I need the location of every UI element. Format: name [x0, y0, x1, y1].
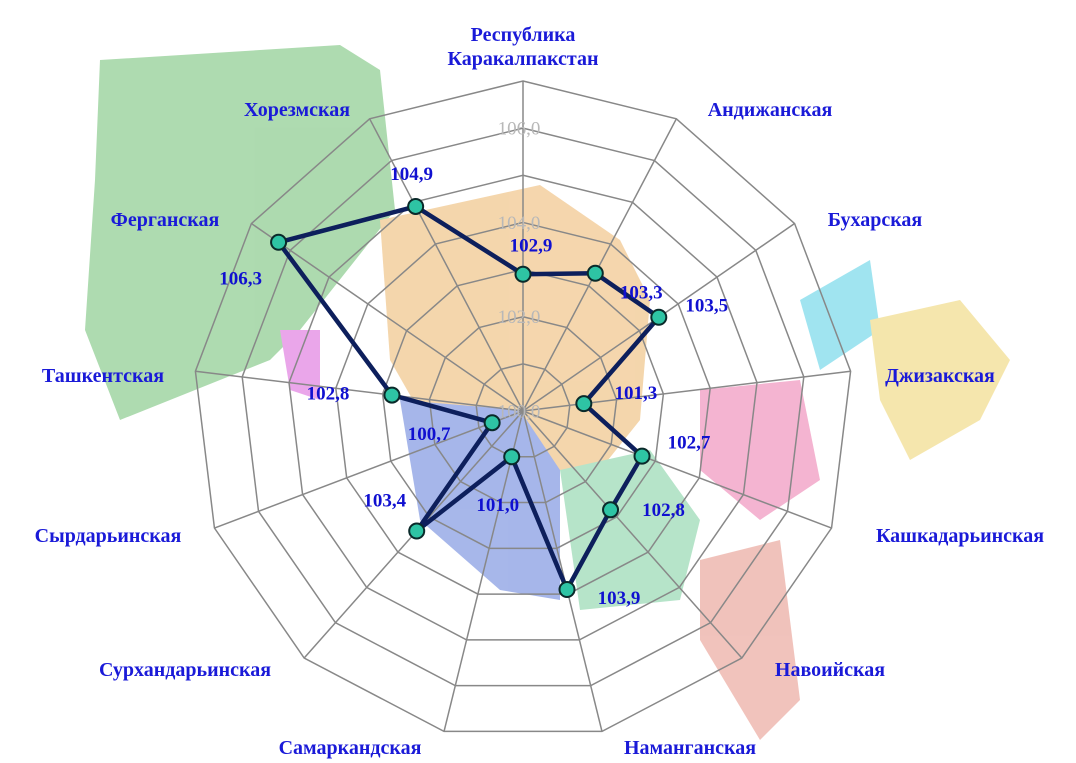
data-label: 101,3	[614, 383, 657, 404]
category-label: Навоийская	[774, 659, 886, 681]
spoke	[522, 118, 678, 412]
category-label: Кашкадарьинская	[875, 525, 1045, 547]
grid-ring	[288, 174, 758, 641]
data-label: 106,3	[219, 269, 262, 290]
data-point	[514, 265, 532, 283]
data-point	[383, 386, 401, 404]
r-tick-label: 106,0	[498, 119, 541, 140]
data-label: 103,4	[363, 490, 406, 511]
data-label: 104,9	[390, 164, 433, 185]
grid-ring	[194, 80, 852, 733]
grid-ring	[428, 315, 618, 504]
category-label: Джизакская	[885, 365, 995, 387]
plot: 102,9 103,3 103,5 101,3 102,7 102,8 103,9 101,0…	[219, 164, 728, 609]
data-point	[575, 395, 593, 413]
category-label: Наманганская	[623, 737, 757, 759]
data-point	[558, 581, 576, 599]
data-label: 102,8	[642, 500, 685, 521]
data-label: 100,7	[408, 424, 451, 445]
data-label: 103,9	[598, 588, 641, 609]
data-point	[602, 501, 620, 519]
series-line	[276, 204, 662, 592]
category-label: Сурхандарьинская	[98, 659, 272, 681]
background-map	[85, 45, 1010, 740]
grid-ring	[381, 268, 665, 550]
spoke	[522, 410, 743, 659]
data-point	[408, 522, 426, 540]
category-label: Андижанская	[707, 99, 833, 121]
r-tick-label: 102,0	[498, 307, 541, 328]
data-point	[483, 414, 501, 432]
category-label: Республика Каракалпакстан	[447, 24, 599, 70]
spoke	[522, 410, 832, 529]
spoke	[214, 410, 524, 529]
data-label: 102,9	[510, 236, 553, 257]
spoke	[522, 410, 603, 732]
data-label: 102,8	[307, 383, 350, 404]
grid-ring	[241, 127, 805, 687]
category-label: Бухарская	[827, 209, 923, 231]
grid-ring	[335, 221, 711, 595]
data-label: 101,0	[476, 495, 519, 516]
grid-ring	[475, 363, 571, 458]
data-point	[407, 197, 425, 215]
data-point	[503, 448, 521, 466]
category-label: Сырдарьинская	[34, 525, 182, 547]
data-label: 102,7	[668, 432, 711, 453]
spoke	[250, 222, 524, 412]
category-label: Самаркандская	[278, 737, 422, 759]
spoke	[195, 370, 524, 412]
data-point	[586, 264, 604, 282]
data-point	[650, 308, 668, 326]
r-tick-label: 100,0	[498, 401, 541, 422]
r-tick-label: 104,0	[498, 213, 541, 234]
spoke	[368, 118, 524, 412]
data-label: 103,3	[620, 283, 663, 304]
grid: 100,0 102,0 104,0 106,0	[194, 80, 852, 733]
data-point	[633, 447, 651, 465]
category-label: Ферганская	[110, 209, 220, 231]
data-label: 103,5	[685, 296, 728, 317]
category-label: Хорезмская	[243, 99, 351, 121]
category-label: Ташкентская	[41, 365, 165, 387]
data-point	[270, 233, 288, 251]
